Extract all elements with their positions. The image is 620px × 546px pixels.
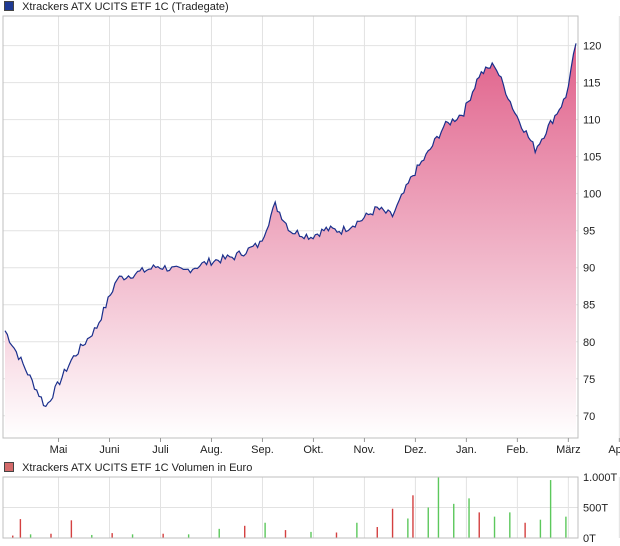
price-y-tick-label: 70 xyxy=(583,411,595,423)
price-legend-swatch xyxy=(4,1,14,11)
price-x-tick-label: Aug. xyxy=(200,444,223,456)
volume-bar xyxy=(468,498,470,538)
price-y-tick-label: 115 xyxy=(583,78,601,90)
volume-bar xyxy=(539,519,542,538)
volume-bar xyxy=(244,525,246,538)
price-x-tick-label: Sep. xyxy=(251,444,274,456)
volume-bar xyxy=(453,503,455,538)
volume-bar xyxy=(91,534,93,538)
volume-bar xyxy=(264,522,266,538)
price-y-tick-label: 85 xyxy=(583,300,595,312)
price-y-axis: 70 75 80 85 90 95 100 105 110 115 120 xyxy=(583,41,601,423)
volume-bar xyxy=(437,477,440,538)
price-y-tick-label: 120 xyxy=(583,41,601,53)
volume-bar xyxy=(111,533,113,538)
price-y-tick-label: 110 xyxy=(583,115,601,127)
price-x-tick-label: Mai xyxy=(50,444,68,456)
volume-legend: Xtrackers ATX UCITS ETF 1C Volumen in Eu… xyxy=(4,461,252,475)
price-x-tick-label: Jan. xyxy=(456,444,477,456)
volume-bar xyxy=(509,512,511,538)
price-y-tick-label: 80 xyxy=(583,337,595,349)
volume-grid xyxy=(3,476,620,539)
volume-legend-swatch xyxy=(4,462,14,472)
volume-bar xyxy=(407,518,409,538)
price-y-tick-label: 105 xyxy=(583,152,601,164)
volume-bar xyxy=(310,531,312,538)
volume-bar xyxy=(478,512,480,538)
volume-bar xyxy=(391,508,394,538)
volume-bar xyxy=(19,519,22,538)
price-line xyxy=(4,43,577,408)
volume-legend-label: Xtrackers ATX UCITS ETF 1C Volumen in Eu… xyxy=(22,462,253,474)
volume-bar xyxy=(549,480,552,538)
volume-bar xyxy=(427,507,429,538)
volume-bar xyxy=(565,516,567,538)
volume-bar xyxy=(187,534,190,538)
price-legend: Xtrackers ATX UCITS ETF 1C (Tradegate) xyxy=(4,0,229,14)
volume-bar xyxy=(12,535,14,538)
volume-bar xyxy=(218,528,220,538)
price-y-tick-label: 100 xyxy=(583,189,601,201)
volume-bar xyxy=(335,532,338,538)
price-legend-label: Xtrackers ATX UCITS ETF 1C (Tradegate) xyxy=(22,1,229,13)
volume-bar xyxy=(70,520,73,538)
volume-y-tick-label: 1.000T xyxy=(583,472,618,484)
price-x-tick-label: Nov. xyxy=(354,444,376,456)
volume-frame xyxy=(2,476,579,539)
volume-bar xyxy=(356,522,358,538)
price-area xyxy=(5,43,576,439)
volume-bar xyxy=(376,527,378,538)
price-x-tick-label: Dez. xyxy=(404,444,427,456)
volume-bar xyxy=(284,530,287,538)
price-y-tick-label: 75 xyxy=(583,374,595,386)
volume-bar xyxy=(493,516,496,538)
volume-y-tick-label: 0T xyxy=(583,533,596,545)
price-x-tick-label: Juni xyxy=(99,444,119,456)
volume-bar xyxy=(524,522,526,538)
volume-bar xyxy=(131,534,134,538)
price-x-tick-label: Okt. xyxy=(303,444,323,456)
volume-bars xyxy=(12,477,567,538)
price-x-tick-label: Juli xyxy=(152,444,169,456)
volume-bar xyxy=(162,533,164,538)
price-y-tick-label: 90 xyxy=(583,263,595,275)
price-x-tick-label: April xyxy=(608,444,620,456)
volume-bar xyxy=(412,495,414,538)
price-y-tick-label: 95 xyxy=(583,226,595,238)
volume-y-axis: 1.000T 500T 0T xyxy=(583,472,618,545)
volume-y-tick-label: 500T xyxy=(583,503,608,515)
price-frame xyxy=(2,15,579,439)
price-x-tick-label: März xyxy=(556,444,580,456)
volume-bar xyxy=(50,533,52,538)
price-x-tick-label: Feb. xyxy=(506,444,528,456)
volume-bar xyxy=(29,534,32,538)
price-x-axis: Mai Juni Juli Aug. Sep. Okt. Nov. Dez. Jan. Feb. M… xyxy=(50,438,620,456)
